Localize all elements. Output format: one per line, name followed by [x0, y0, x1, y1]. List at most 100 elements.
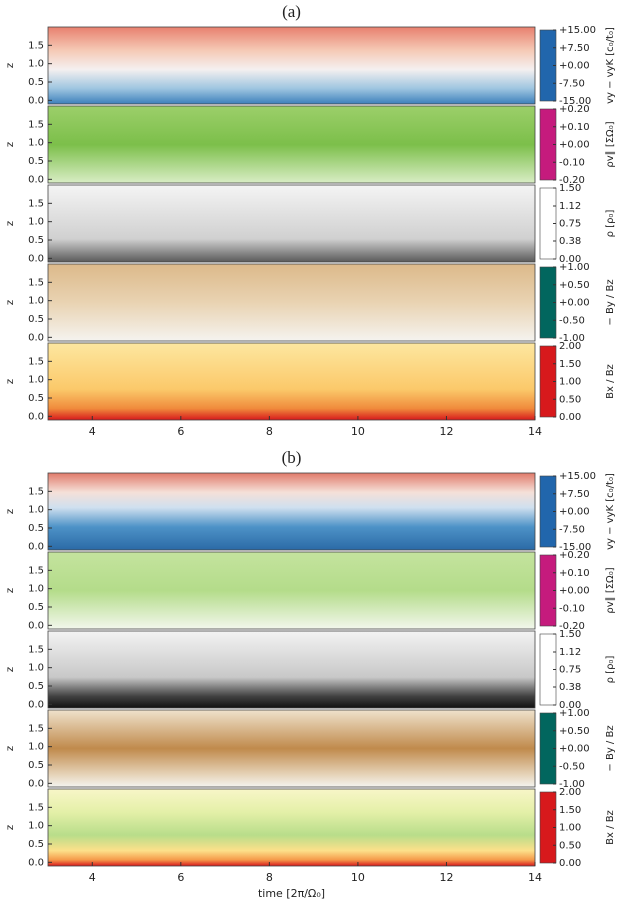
- y-tick-label: 1.0: [28, 584, 44, 595]
- colorbar-tick-label: -7.50: [559, 78, 585, 89]
- y-axis-label: z: [5, 825, 16, 830]
- y-axis-label: z: [5, 221, 16, 226]
- y-tick-label: 0.0: [28, 699, 44, 710]
- y-tick-label: 0.5: [28, 681, 44, 692]
- colorbar-label: − By / Bz: [605, 279, 616, 325]
- y-tick-label: 1.0: [28, 375, 44, 386]
- y-tick-label: 1.5: [28, 565, 44, 576]
- colorbar-tick-label: 1.50: [559, 183, 581, 194]
- y-axis-label: z: [5, 509, 16, 514]
- colorbar-tick-label: -0.10: [559, 157, 585, 168]
- colorbar-tick-label: +0.00: [559, 298, 590, 309]
- y-tick-label: 1.0: [28, 821, 44, 832]
- y-tick-label: 1.0: [28, 663, 44, 674]
- x-tick-label: 10: [351, 425, 365, 438]
- x-tick-label: 14: [528, 425, 542, 438]
- colorbar-tick-label: 0.00: [559, 858, 581, 869]
- colorbar-tick-label: 0.00: [559, 412, 581, 423]
- heatmap-field: [48, 631, 535, 708]
- colorbar-tick-label: +15.00: [559, 471, 596, 482]
- x-tick-label: 8: [266, 425, 273, 438]
- colorbar-label: vy − vyK [c₀/t₀]: [605, 27, 616, 104]
- y-tick-label: 0.0: [28, 778, 44, 789]
- colorbar-tick-label: 0.50: [559, 840, 581, 851]
- x-axis-label: time [2π/Ω₀]: [258, 887, 325, 900]
- colorbar-tick-label: -0.10: [559, 603, 585, 614]
- x-tick-label: 10: [351, 871, 365, 884]
- y-axis-label: z: [5, 746, 16, 751]
- y-tick-label: 0.0: [28, 174, 44, 185]
- y-tick-label: 0.5: [28, 156, 44, 167]
- panel-frame: [47, 551, 536, 630]
- colorbar-tick-label: -0.20: [559, 621, 585, 632]
- colorbar-label: ρv∥ [ΣΩ₀]: [605, 567, 616, 613]
- colorbar-tick-label: 1.50: [559, 805, 581, 816]
- y-axis-label: z: [5, 142, 16, 147]
- y-axis-label: z: [5, 300, 16, 305]
- colorbar-tick-label: 2.00: [559, 787, 581, 798]
- panel-title: (a): [282, 2, 301, 21]
- colorbar-tick-label: 1.12: [559, 201, 581, 212]
- colorbar-label: − By / Bz: [605, 725, 616, 771]
- panel-frame: [47, 105, 536, 184]
- heatmap-field: [48, 789, 535, 866]
- colorbar-tick-label: -15.00: [559, 542, 591, 553]
- colorbar-tick-label: 0.75: [559, 665, 581, 676]
- y-tick-label: 0.5: [28, 77, 44, 88]
- panel-frame: [47, 263, 536, 342]
- heatmap-field: [48, 264, 535, 341]
- colorbar-label: Bx / Bz: [605, 364, 616, 399]
- y-tick-label: 1.0: [28, 742, 44, 753]
- y-tick-label: 0.5: [28, 393, 44, 404]
- colorbar-tick-label: +0.00: [559, 61, 590, 72]
- colorbar-tick-label: +0.50: [559, 280, 590, 291]
- colorbar-tick-label: -15.00: [559, 96, 591, 107]
- y-tick-label: 0.5: [28, 602, 44, 613]
- colorbar-tick-label: +0.10: [559, 568, 590, 579]
- colorbar-tick-label: 0.00: [559, 254, 581, 265]
- x-tick-label: 4: [89, 871, 96, 884]
- x-tick-label: 12: [439, 871, 453, 884]
- y-tick-label: 0.5: [28, 523, 44, 534]
- panel-frame: [47, 709, 536, 788]
- y-tick-label: 0.0: [28, 541, 44, 552]
- y-tick-label: 0.5: [28, 314, 44, 325]
- y-tick-label: 0.5: [28, 235, 44, 246]
- y-axis-label: z: [5, 588, 16, 593]
- colorbar-tick-label: +1.00: [559, 262, 590, 273]
- colorbar-tick-label: 1.50: [559, 629, 581, 640]
- x-tick-label: 12: [439, 425, 453, 438]
- colorbar-tick-label: 0.00: [559, 700, 581, 711]
- colorbar-tick-label: +0.10: [559, 122, 590, 133]
- y-tick-label: 1.0: [28, 505, 44, 516]
- y-tick-label: 1.5: [28, 486, 44, 497]
- colorbar-tick-label: 1.00: [559, 823, 581, 834]
- colorbar-tick-label: -1.00: [559, 779, 585, 790]
- y-tick-label: 1.5: [28, 356, 44, 367]
- colorbar-tick-label: +0.50: [559, 726, 590, 737]
- colorbar-label: ρ [ρ₀]: [605, 210, 616, 238]
- heatmap-field: [48, 473, 535, 550]
- colorbar-tick-label: +1.00: [559, 708, 590, 719]
- colorbar-tick-label: 0.50: [559, 394, 581, 405]
- colorbar-tick-label: +7.50: [559, 489, 590, 500]
- heatmap-field: [48, 343, 535, 420]
- colorbar-label: ρv∥ [ΣΩ₀]: [605, 121, 616, 167]
- y-tick-label: 1.5: [28, 40, 44, 51]
- y-tick-label: 1.0: [28, 296, 44, 307]
- y-tick-label: 0.0: [28, 857, 44, 868]
- colorbar-tick-label: -0.50: [559, 315, 585, 326]
- colorbar-tick-label: 0.38: [559, 682, 581, 693]
- panel-title: (b): [282, 448, 302, 467]
- colorbar-tick-label: +15.00: [559, 25, 596, 36]
- y-tick-label: 1.5: [28, 119, 44, 130]
- y-axis-label: z: [5, 63, 16, 68]
- colorbar-tick-label: -0.50: [559, 761, 585, 772]
- colorbar-tick-label: -0.20: [559, 175, 585, 186]
- colorbar-tick-label: +0.20: [559, 104, 590, 115]
- y-tick-label: 1.0: [28, 138, 44, 149]
- colorbar-label: ρ [ρ₀]: [605, 656, 616, 684]
- panel-frame: [47, 788, 536, 867]
- x-tick-label: 6: [177, 425, 184, 438]
